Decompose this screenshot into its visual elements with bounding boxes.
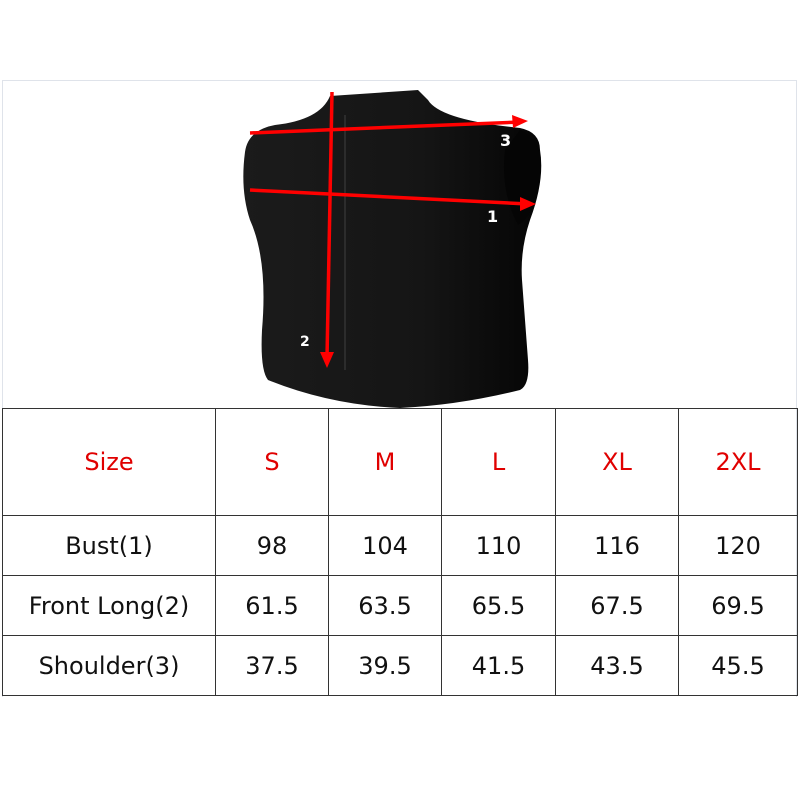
cell: 39.5 xyxy=(328,635,442,696)
header-l: L xyxy=(441,408,556,516)
header-2xl: 2XL xyxy=(678,408,798,516)
vest-icon xyxy=(243,90,542,408)
label-1: 1 xyxy=(487,207,498,226)
cell: 65.5 xyxy=(441,575,556,636)
row-label: Bust(1) xyxy=(2,515,216,576)
cell: 110 xyxy=(441,515,556,576)
cell: 63.5 xyxy=(328,575,442,636)
shoulder-arrow xyxy=(249,120,521,135)
table-row: Bust(1) 98 104 110 116 120 xyxy=(2,515,798,576)
table-row: Front Long(2) 61.5 63.5 65.5 67.5 69.5 xyxy=(2,575,798,636)
cell: 37.5 xyxy=(215,635,329,696)
cell: 45.5 xyxy=(678,635,798,696)
row-label: Front Long(2) xyxy=(2,575,216,636)
header-size: Size xyxy=(2,408,216,516)
table-header-row: Size S M L XL 2XL xyxy=(2,408,798,516)
front-long-arrow xyxy=(325,91,334,359)
chart-frame xyxy=(2,80,797,697)
header-xl: XL xyxy=(555,408,679,516)
cell: 104 xyxy=(328,515,442,576)
cell: 98 xyxy=(215,515,329,576)
size-table: Size S M L XL 2XL Bust(1) 98 104 110 116… xyxy=(2,408,798,696)
measurement-arrows xyxy=(249,91,536,368)
bust-arrow xyxy=(249,188,529,206)
label-3: 3 xyxy=(500,131,511,150)
vest-measurement-diagram: 1 2 3 xyxy=(243,90,542,408)
row-label: Shoulder(3) xyxy=(2,635,216,696)
table-row: Shoulder(3) 37.5 39.5 41.5 43.5 45.5 xyxy=(2,635,798,696)
cell: 116 xyxy=(555,515,679,576)
label-2: 2 xyxy=(300,334,310,350)
header-m: M xyxy=(328,408,442,516)
cell: 120 xyxy=(678,515,798,576)
header-s: S xyxy=(215,408,329,516)
cell: 43.5 xyxy=(555,635,679,696)
cell: 41.5 xyxy=(441,635,556,696)
cell: 69.5 xyxy=(678,575,798,636)
cell: 67.5 xyxy=(555,575,679,636)
cell: 61.5 xyxy=(215,575,329,636)
